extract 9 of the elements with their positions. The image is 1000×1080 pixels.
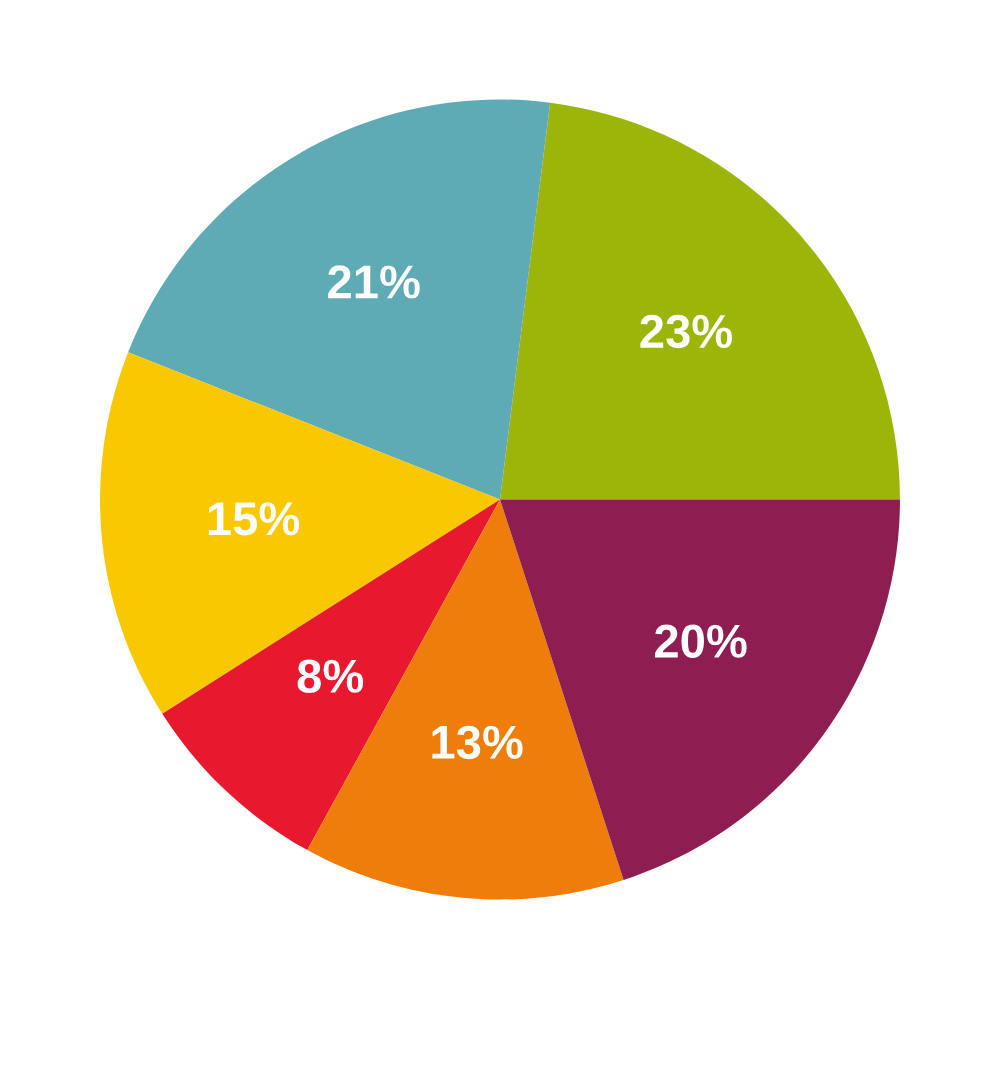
data-label: 23% — [640, 314, 733, 349]
data-label: 21% — [328, 265, 420, 299]
pie-slice — [500, 102, 900, 500]
pie-slice — [128, 99, 551, 500]
data-label: 20% — [655, 624, 747, 658]
data-label: 15% — [208, 502, 300, 536]
data-label: 8% — [297, 659, 364, 693]
pie-slice — [100, 352, 500, 714]
data-label: 13% — [432, 725, 523, 760]
